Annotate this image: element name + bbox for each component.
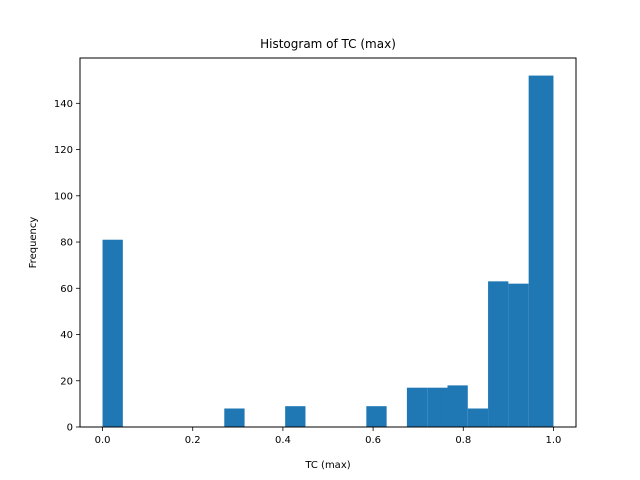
x-axis-label: TC (max) [304,460,350,471]
y-tick-label: 80 [60,238,73,249]
y-tick-label: 20 [60,376,73,387]
x-tick-label: 0.4 [275,435,291,446]
histogram-bar [224,408,245,427]
y-tick-label: 40 [60,330,73,341]
histogram-bar [102,239,123,427]
axes-frame [79,57,577,428]
histogram-bar [406,387,428,427]
histogram-bar [285,406,306,427]
y-tick-label: 140 [54,99,73,110]
x-tick-label: 0.8 [455,435,471,446]
histogram-bar [508,283,529,427]
histogram-bar [467,408,489,427]
histogram-bar [447,385,468,427]
y-tick-label: 120 [54,145,73,156]
y-tick-label: 0 [67,423,73,434]
histogram-bar [366,406,387,427]
y-tick-label: 100 [54,191,73,202]
histogram-bar [528,75,554,428]
x-tick-label: 0.0 [95,435,111,446]
histogram-bar [488,281,509,427]
histogram-bar [427,387,448,427]
x-tick-label: 1.0 [546,435,562,446]
y-axis-ticks: 0 20 40 60 80 100 120 140 [54,99,80,434]
x-tick-label: 0.2 [185,435,201,446]
x-tick-label: 0.6 [365,435,381,446]
x-axis-ticks: 0.0 0.2 0.4 0.6 0.8 1.0 [95,427,562,446]
y-axis-label: Frequency [28,217,39,269]
bars-group [102,75,554,428]
y-tick-label: 60 [60,284,73,295]
chart-title: Histogram of TC (max) [260,37,396,51]
